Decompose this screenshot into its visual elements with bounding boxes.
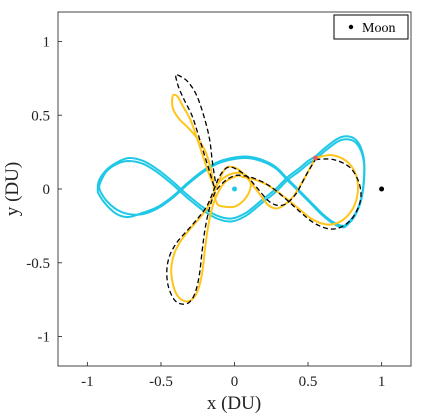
start-marker [312, 155, 318, 161]
y-tick-label: -0.5 [26, 256, 50, 272]
legend: Moon [333, 14, 409, 40]
legend-marker-moon [348, 24, 354, 30]
x-tick-label: -0.5 [149, 374, 173, 390]
series-layer [96, 73, 366, 305]
series-line-1 [96, 135, 366, 227]
y-tick-label: 0 [43, 182, 51, 198]
legend-box [333, 14, 409, 40]
series-line-5 [175, 73, 217, 187]
x-tick-label: 1 [378, 374, 386, 390]
x-tick-label: 0 [231, 374, 239, 390]
y-tick-label: -1 [38, 330, 51, 346]
x-axis-label: x (DU) [207, 393, 261, 414]
y-tick-label: 0.5 [31, 108, 50, 124]
legend-label-moon: Moon [362, 21, 395, 36]
marker-layer [232, 155, 385, 192]
x-tick-label: -1 [81, 374, 94, 390]
y-tick-label: 1 [43, 35, 51, 51]
moon-point [379, 186, 385, 192]
x-tick-label: 0.5 [299, 374, 318, 390]
y-axis-label: y (DU) [2, 162, 23, 216]
earth-point [232, 186, 237, 192]
x-axis-ticks: -1 -0.5 0 0.5 1 [81, 362, 385, 390]
y-axis-ticks: -1 -0.5 0 0.5 1 [26, 35, 62, 346]
series-line-4 [166, 158, 362, 305]
